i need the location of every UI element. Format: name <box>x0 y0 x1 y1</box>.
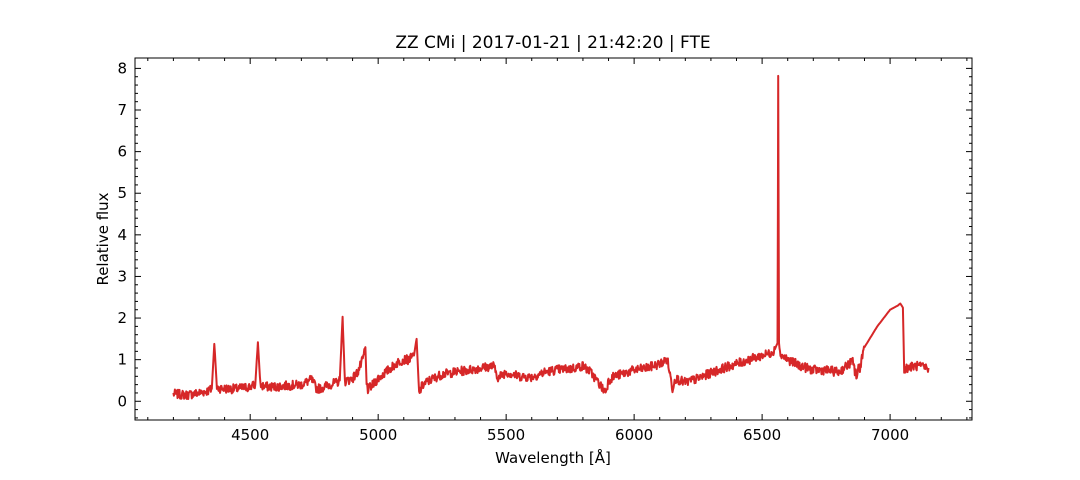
y-tick-label: 1 <box>117 351 127 369</box>
x-axis: 4500 5000 5500 6000 6500 7000 <box>147 58 968 444</box>
x-tick-label: 6000 <box>615 426 653 444</box>
y-axis-label: Relative flux <box>94 192 112 285</box>
x-tick-label: 4500 <box>231 426 269 444</box>
y-axis: 0 1 2 3 4 5 6 7 8 <box>117 59 972 419</box>
x-axis-label: Wavelength [Å] <box>495 448 611 467</box>
x-tick-label: 5000 <box>359 426 397 444</box>
y-tick-label: 5 <box>117 184 127 202</box>
y-tick-label: 3 <box>117 267 127 285</box>
x-tick-label: 5500 <box>487 426 525 444</box>
y-tick-label: 0 <box>117 392 127 410</box>
y-tick-label: 6 <box>117 143 127 161</box>
y-tick-label: 4 <box>117 226 127 244</box>
y-tick-label: 8 <box>117 59 127 77</box>
y-tick-label: 7 <box>117 101 127 119</box>
chart-title: ZZ CMi | 2017-01-21 | 21:42:20 | FTE <box>395 33 710 53</box>
spectrum-line <box>172 74 930 400</box>
x-tick-label: 6500 <box>743 426 781 444</box>
y-tick-label: 2 <box>117 309 127 327</box>
plot-frame <box>134 57 973 421</box>
x-tick-label: 7000 <box>871 426 909 444</box>
